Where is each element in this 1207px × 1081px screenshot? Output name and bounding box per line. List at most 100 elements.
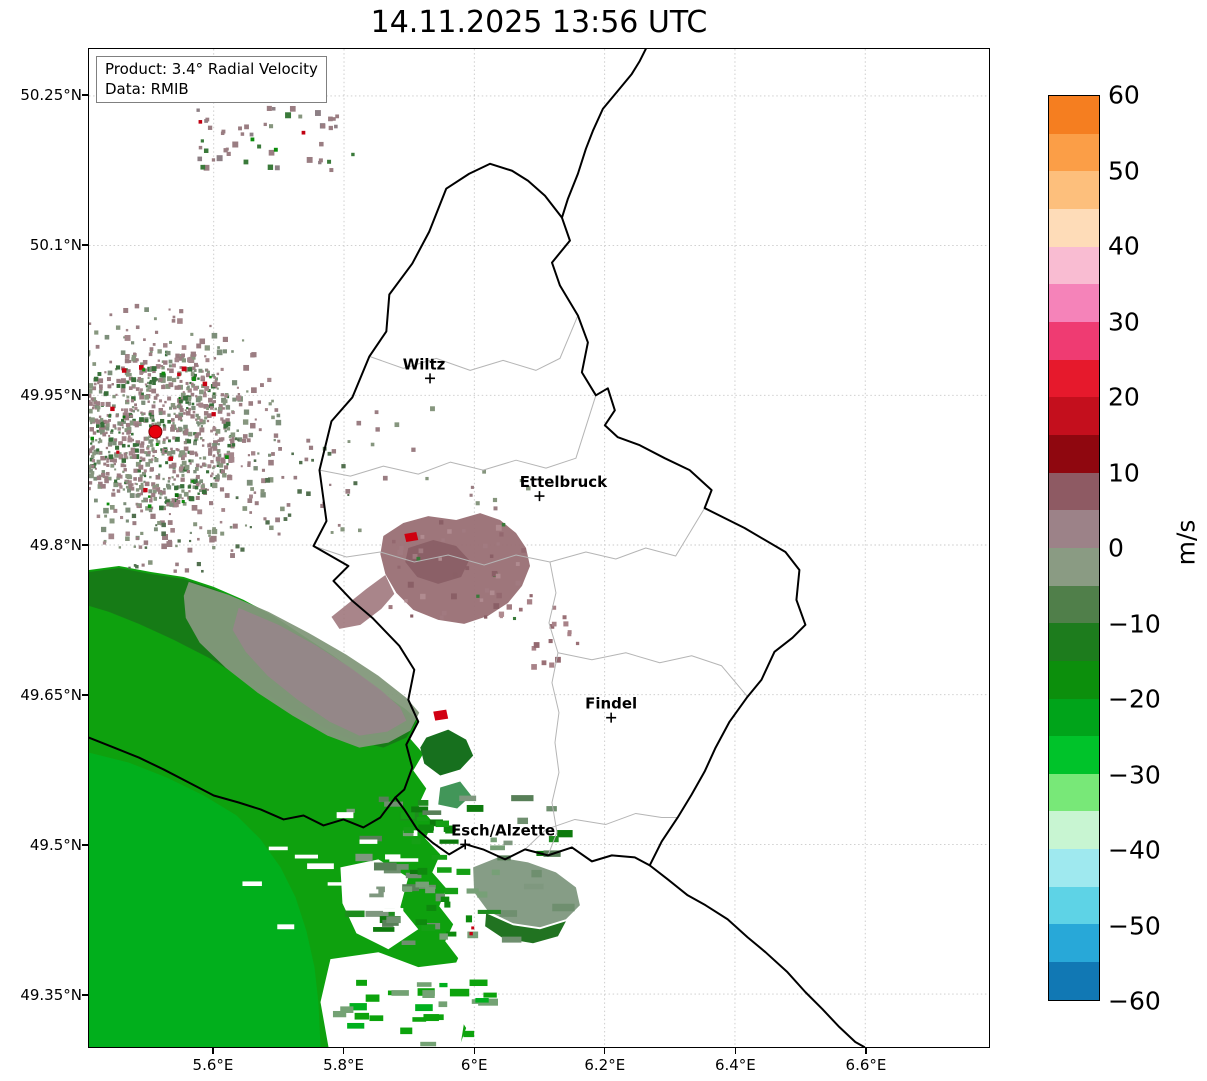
top-accent-speckles xyxy=(198,120,306,152)
colorbar-segment xyxy=(1049,886,1099,925)
belgium-germany-border xyxy=(560,49,647,219)
luxembourg-border xyxy=(312,162,807,867)
wiltz-speckles xyxy=(356,406,435,481)
lon-tick-mark xyxy=(342,1048,345,1054)
lon-tick-mark xyxy=(734,1048,737,1054)
colorbar-tick-label: −40 xyxy=(1108,835,1161,865)
lat-tick-mark xyxy=(82,694,88,696)
green-field-bright xyxy=(89,752,321,1047)
colorbar-segment xyxy=(1049,96,1099,134)
south-red-speckles xyxy=(469,926,475,936)
colorbar-tick-label: 20 xyxy=(1108,382,1140,412)
lon-tick-mark xyxy=(865,1048,867,1054)
colorbar-segment xyxy=(1049,472,1099,511)
lon-tick-mark xyxy=(604,1048,606,1054)
blob-east-speckles xyxy=(518,594,580,670)
city-label: Esch/Alzette xyxy=(451,821,555,839)
radar-site-dot xyxy=(148,424,163,439)
city-wiltz: Wiltz xyxy=(403,355,445,384)
colorbar-tick-label: −50 xyxy=(1108,911,1161,940)
canton-line-3 xyxy=(547,561,560,856)
green-edge-speckles xyxy=(400,812,505,940)
colorbar-segment xyxy=(1049,698,1099,737)
city-esch-alzette: Esch/Alzette xyxy=(451,821,555,850)
country-borders xyxy=(89,49,866,1047)
colorbar-tick-label: 60 xyxy=(1108,80,1140,110)
colorbar-segment xyxy=(1049,811,1099,850)
colorbar-tick-label: −20 xyxy=(1108,684,1161,714)
colorbar-segment xyxy=(1049,208,1099,247)
lat-tick-label: 49.8°N xyxy=(29,536,82,554)
city-findel: Findel xyxy=(585,695,637,723)
lon-tick-label: 6.2°E xyxy=(584,1056,626,1074)
city-marker xyxy=(425,373,436,384)
colorbar-tick-label: 40 xyxy=(1108,231,1140,261)
city-marker xyxy=(460,839,471,850)
cities: Wiltz Ettelbruck Findel Esch/Alzette xyxy=(403,355,637,850)
info-box: Product: 3.4° Radial Velocity Data: RMIB xyxy=(96,56,327,103)
colorbar-segment xyxy=(1049,849,1099,887)
ne-blob-speckles xyxy=(469,469,531,511)
blob-texture-speckles xyxy=(388,520,526,621)
city-ettelbruck: Ettelbruck xyxy=(520,473,608,502)
colorbar-segment xyxy=(1049,547,1099,586)
lon-tick-label: 5.8°E xyxy=(323,1056,364,1074)
page-title: 14.11.2025 13:56 UTC xyxy=(370,5,708,40)
internal-borders xyxy=(313,315,748,856)
lat-tick-label: 49.35°N xyxy=(20,986,82,1004)
radar-echoes xyxy=(89,105,580,1047)
colorbar-gradient xyxy=(1049,96,1099,1000)
colorbar-segment xyxy=(1049,246,1099,285)
canton-line-6 xyxy=(369,315,579,371)
lon-tick-mark xyxy=(473,1048,475,1054)
canton-line-5 xyxy=(524,812,678,850)
lat-tick-label: 50.25°N xyxy=(20,86,82,104)
colorbar-segment xyxy=(1049,773,1099,812)
colorbar-segment xyxy=(1049,660,1099,699)
radar-red-speckles xyxy=(110,365,216,493)
radar-green-speckles xyxy=(90,368,229,508)
colorbar-segment xyxy=(1049,321,1099,360)
lat-tick-mark xyxy=(82,244,88,246)
colorbar-tick-label: −60 xyxy=(1108,986,1161,1016)
colorbar-segment xyxy=(1049,585,1099,624)
below-disc-speckles xyxy=(125,513,252,573)
colorbar-segment xyxy=(1049,359,1099,398)
white-notch xyxy=(340,859,419,950)
esch-green-1 xyxy=(420,729,474,776)
colorbar-segment xyxy=(1049,171,1099,209)
colorbar xyxy=(1048,95,1100,1001)
colorbar-tick-label: 0 xyxy=(1108,533,1124,563)
colorbar-segment xyxy=(1049,623,1099,661)
info-product-line: Product: 3.4° Radial Velocity xyxy=(105,60,318,78)
canton-line-1 xyxy=(319,395,597,477)
info-data-line: Data: RMIB xyxy=(105,79,189,98)
colorbar-segment xyxy=(1049,924,1099,963)
colorbar-unit-label: m/s xyxy=(1171,519,1201,566)
lat-tick-mark xyxy=(82,544,88,546)
city-label: Ettelbruck xyxy=(520,473,608,491)
red-mark-blob xyxy=(404,532,419,543)
canton-line-4 xyxy=(557,652,748,698)
radar-map-svg: Wiltz Ettelbruck Findel Esch/Alzette xyxy=(89,49,989,1047)
mauve-blob-tail xyxy=(331,574,395,629)
city-marker xyxy=(534,491,545,502)
lon-tick-label: 6.4°E xyxy=(714,1056,756,1074)
lat-tick-label: 49.5°N xyxy=(29,836,82,854)
lon-tick-label: 6°E xyxy=(460,1056,488,1074)
lat-tick-label: 50.1°N xyxy=(29,236,82,254)
lat-tick-label: 49.95°N xyxy=(20,386,82,404)
lon-tick-label: 6.6°E xyxy=(845,1056,887,1074)
france-germany-border xyxy=(648,864,866,1047)
red-mark-esch xyxy=(433,709,449,721)
colorbar-tick-label: 10 xyxy=(1108,458,1140,487)
colorbar-segment xyxy=(1049,736,1099,774)
colorbar-segment xyxy=(1049,962,1099,1000)
plot-area: Wiltz Ettelbruck Findel Esch/Alzette Produc… xyxy=(88,48,990,1048)
colorbar-tick-label: 50 xyxy=(1108,156,1140,185)
colorbar-segment xyxy=(1049,133,1099,172)
bottom-speckles xyxy=(332,979,498,1047)
bridge-speckles xyxy=(234,437,362,536)
city-marker xyxy=(606,712,617,723)
lon-tick-label: 5.6°E xyxy=(192,1056,234,1074)
